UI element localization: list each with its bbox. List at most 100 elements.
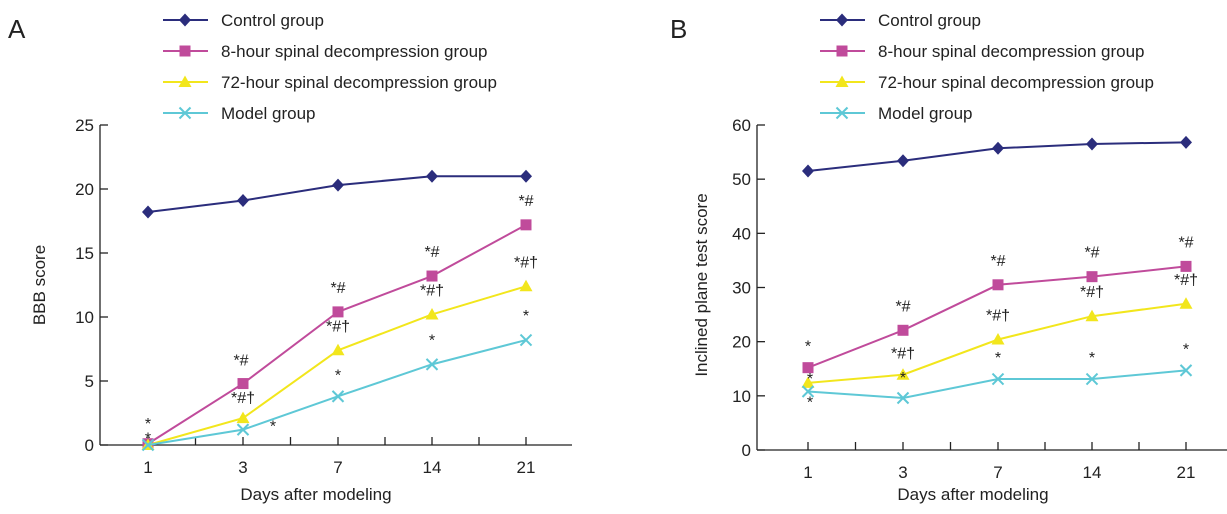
panel-b-x-tick-label-1: 3 <box>898 463 907 482</box>
panel-a-series-1-label-4: *# <box>518 193 533 210</box>
panel-a-series-3-point-0-stroke-2 <box>141 438 155 452</box>
panel-a-x-tick-label-1: 3 <box>238 458 247 477</box>
panel-b-series-2-point-1 <box>896 368 910 380</box>
panel-a-series-3-point-2-stroke-2 <box>331 390 345 403</box>
panel-a-series-1-point-4 <box>520 219 532 231</box>
panel-a-series-0-point-1 <box>237 194 249 208</box>
panel-a-legend-marker-3-stroke-2 <box>178 106 192 120</box>
panel-a-series-3-label-2: * <box>335 367 341 384</box>
panel-b-y-tick-label-6: 60 <box>732 116 751 135</box>
panel-b-series-3-point-4 <box>1179 364 1193 377</box>
panel-a-x-tick-label-2: 7 <box>333 458 342 477</box>
panel-a-y-tick-label-2: 10 <box>75 308 94 327</box>
panel-b-series-1-point-1 <box>897 324 909 336</box>
panel-b-legend-marker-2 <box>835 75 849 87</box>
panel-a-legend-marker-2 <box>178 75 192 87</box>
panel-b-letter: B <box>670 14 687 44</box>
panel-b-series-1-point-0 <box>802 362 814 374</box>
panel-b-x-tick-label-4: 21 <box>1177 463 1196 482</box>
panel-a-series-1-label-3: *# <box>424 244 439 261</box>
panel-a-y-axis-label: BBB score <box>30 245 49 325</box>
panel-b-y-tick-label-0: 0 <box>742 441 751 460</box>
panel-b-series-3-line <box>807 369 1187 400</box>
panel-b-series-0-point-2 <box>992 141 1004 155</box>
panel-a-series-0-point-2 <box>332 178 344 192</box>
panel-a-series-3-point-2 <box>331 390 345 403</box>
panel-a-legend-label-0: Control group <box>221 11 324 30</box>
panel-a-series-2-point-3 <box>425 307 439 320</box>
panel-b-series-1-label-3: *# <box>1084 245 1099 262</box>
panel-b-y-tick-label-3: 30 <box>732 279 751 298</box>
panel-b-series-1-point-4 <box>1180 260 1192 272</box>
panel-b-series-2-label-1: *#† <box>891 346 915 363</box>
panel-a-series-2-label-4: *#† <box>514 254 538 271</box>
panel-b-series-3-point-2-stroke-2 <box>991 372 1005 386</box>
panel-a-y-tick-label-3: 15 <box>75 244 94 263</box>
panel-b-series-3-point-3 <box>1085 372 1099 386</box>
panel-a-letter: A <box>8 14 26 44</box>
panel-b-series-2-label-0: * <box>807 371 813 388</box>
panel-b-series-3-label-1: * <box>900 370 906 387</box>
panel-b-y-tick-label-2: 20 <box>732 333 751 352</box>
panel-a-y-tick-label-4: 20 <box>75 180 94 199</box>
panel-b-series-2-point-4 <box>1179 297 1193 309</box>
panel-b-series-3-point-0-stroke-2 <box>801 385 815 398</box>
panel-a-legend-marker-1 <box>179 45 191 57</box>
panel-b-series-3-label-4: * <box>1183 341 1189 358</box>
panel-b-series-1-point-3 <box>1086 271 1098 283</box>
panel-b-y-tick-label-1: 10 <box>732 387 751 406</box>
panel-b-x-tick-label-3: 14 <box>1083 463 1102 482</box>
panel-b-series-3-point-1-stroke-2 <box>896 391 910 405</box>
panel-a-series-3-point-4 <box>519 333 533 347</box>
panel-b-legend-label-2: 72-hour spinal decompression group <box>878 73 1154 92</box>
panel-b: B Control group 8-hour spinal decompressi… <box>670 11 1227 504</box>
panel-b-y-tick-label-5: 50 <box>732 170 751 189</box>
panel-a-x-tick-label-4: 21 <box>517 458 536 477</box>
panel-b-series-3-point-3-stroke-2 <box>1085 372 1099 386</box>
panel-b-series-3-label-3: * <box>1089 350 1095 367</box>
panel-b-series-1-point-2 <box>992 279 1004 291</box>
panel-b-series-2-label-4: *#† <box>1174 272 1198 289</box>
panel-a-series-2-point-1 <box>236 411 250 424</box>
panel-a-legend-marker-3 <box>178 106 192 120</box>
panel-a-series-0-point-3 <box>426 169 438 183</box>
panel-a-series-3-point-1-stroke-2 <box>236 423 250 436</box>
panel-b-series-3-point-4-stroke-2 <box>1179 364 1193 377</box>
panel-a-series-0-point-0 <box>142 205 154 219</box>
panel-a-series-2-label-1: *#† <box>231 390 255 407</box>
panel-b-series-3-label-2: * <box>995 350 1001 367</box>
panel-a: A Control group 8-hour spinal decompressi… <box>8 11 572 504</box>
panel-a-series-3-point-3-stroke-2 <box>425 358 439 371</box>
panel-a-legend-label-2: 72-hour spinal decompression group <box>221 73 497 92</box>
panel-a-series-3-label-4: * <box>523 308 529 325</box>
panel-a-series-3-point-4-stroke-2 <box>519 333 533 347</box>
panel-b-legend-marker-1 <box>836 45 848 57</box>
panel-b-series-0-point-3 <box>1086 137 1098 151</box>
panel-a-series-1-point-1 <box>237 378 249 390</box>
panel-a-series-3-point-3 <box>425 358 439 371</box>
panel-b-series-1-label-1: *# <box>895 298 910 315</box>
panel-b-legend-label-0: Control group <box>878 11 981 30</box>
panel-a-series-1-label-1: *# <box>233 353 248 370</box>
panel-b-series-3-point-2 <box>991 372 1005 386</box>
panel-b-series-1-label-2: *# <box>990 253 1005 270</box>
panel-a-series-3-label-0: * <box>145 416 151 433</box>
panel-a-series-1-label-2: *# <box>330 280 345 297</box>
panel-b-series-3-point-1 <box>896 391 910 405</box>
panel-b-y-axis-label: Inclined plane test score <box>692 193 711 376</box>
panel-b-series-0-point-4 <box>1180 135 1192 149</box>
panel-a-x-axis-label: Days after modeling <box>240 485 391 504</box>
panel-b-legend-label-3: Model group <box>878 104 973 123</box>
panel-a-series-2-point-2 <box>331 343 345 356</box>
panel-a-legend-label-1: 8-hour spinal decompression group <box>221 42 488 61</box>
panel-b-series-2-point-3 <box>1085 309 1099 322</box>
panel-a-y-tick-label-1: 5 <box>85 372 94 391</box>
panel-b-series-2-label-3: *#† <box>1080 284 1104 301</box>
panel-b-legend-marker-3-stroke-2 <box>835 106 849 120</box>
panel-a-series-3-label-1: * <box>270 419 276 436</box>
panel-b-x-axis-label: Days after modeling <box>897 485 1048 504</box>
panel-b-series-0-point-1 <box>897 154 909 168</box>
panel-b-y-tick-label-4: 40 <box>732 224 751 243</box>
panel-a-legend-marker-0 <box>179 13 191 27</box>
